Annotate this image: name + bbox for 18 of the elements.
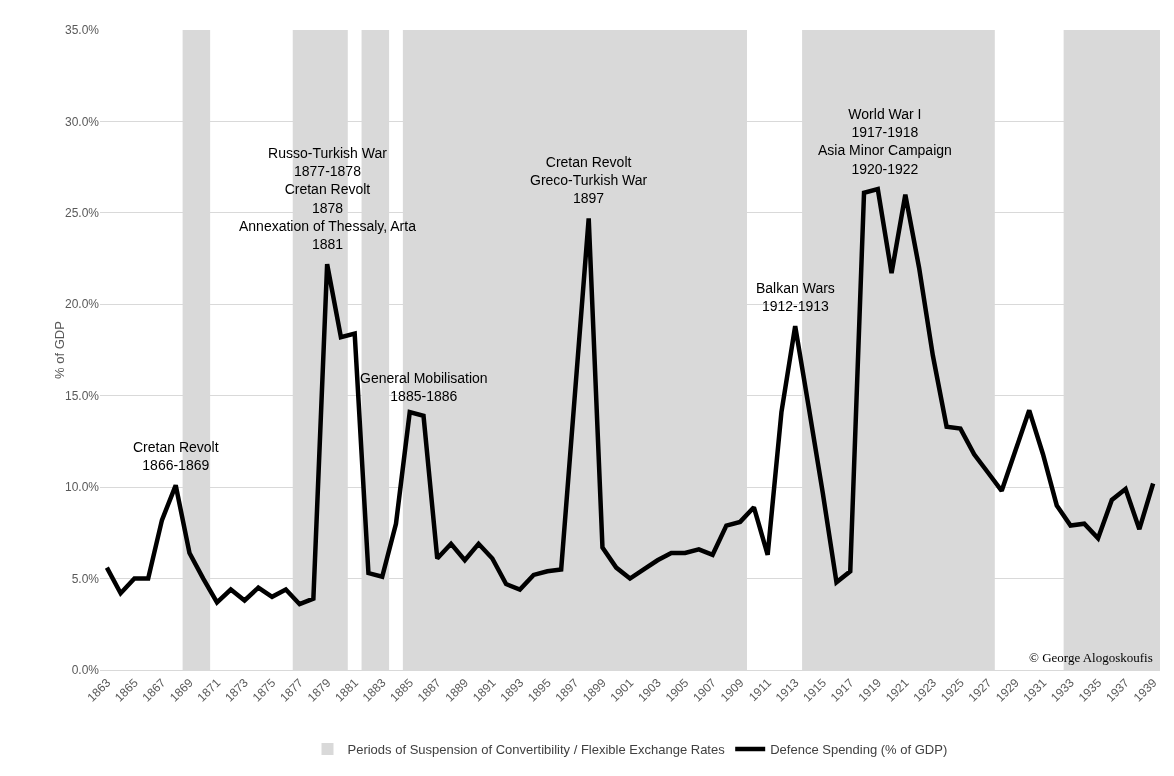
annotation: Cretan Revolt 1866-1869 xyxy=(133,439,219,474)
y-tick-label: 25.0% xyxy=(64,206,100,221)
annotation: World War I 1917-1918 Asia Minor Campaign 1920-1922 xyxy=(818,106,952,177)
y-tick-label: 35.0% xyxy=(64,23,100,38)
y-tick-label: 30.0% xyxy=(64,114,100,129)
y-tick-label: 10.0% xyxy=(64,480,100,495)
y-tick-label: 0.0% xyxy=(71,663,100,678)
y-tick-label: 5.0% xyxy=(71,571,100,586)
annotation: Cretan Revolt Greco-Turkish War 1897 xyxy=(530,154,648,207)
annotation: © George Alogoskoufis xyxy=(1029,650,1153,665)
annotation: Balkan Wars 1912-1913 xyxy=(756,280,835,315)
legend-label: Periods of Suspension of Convertibility / Flexible Exchange Rates xyxy=(347,742,726,758)
y-tick-label: 15.0% xyxy=(64,388,100,403)
annotation: General Mobilisation 1885-1886 xyxy=(360,370,488,405)
legend-label: Defence Spending (% of GDP) xyxy=(770,742,948,758)
annotation: Russo-Turkish War 1877-1878 Cretan Revolt 1878 Annexation of Thessaly, Arta 1881 xyxy=(239,145,417,252)
y-axis-title: % of GDP xyxy=(52,321,67,379)
y-tick-label: 20.0% xyxy=(64,297,100,312)
